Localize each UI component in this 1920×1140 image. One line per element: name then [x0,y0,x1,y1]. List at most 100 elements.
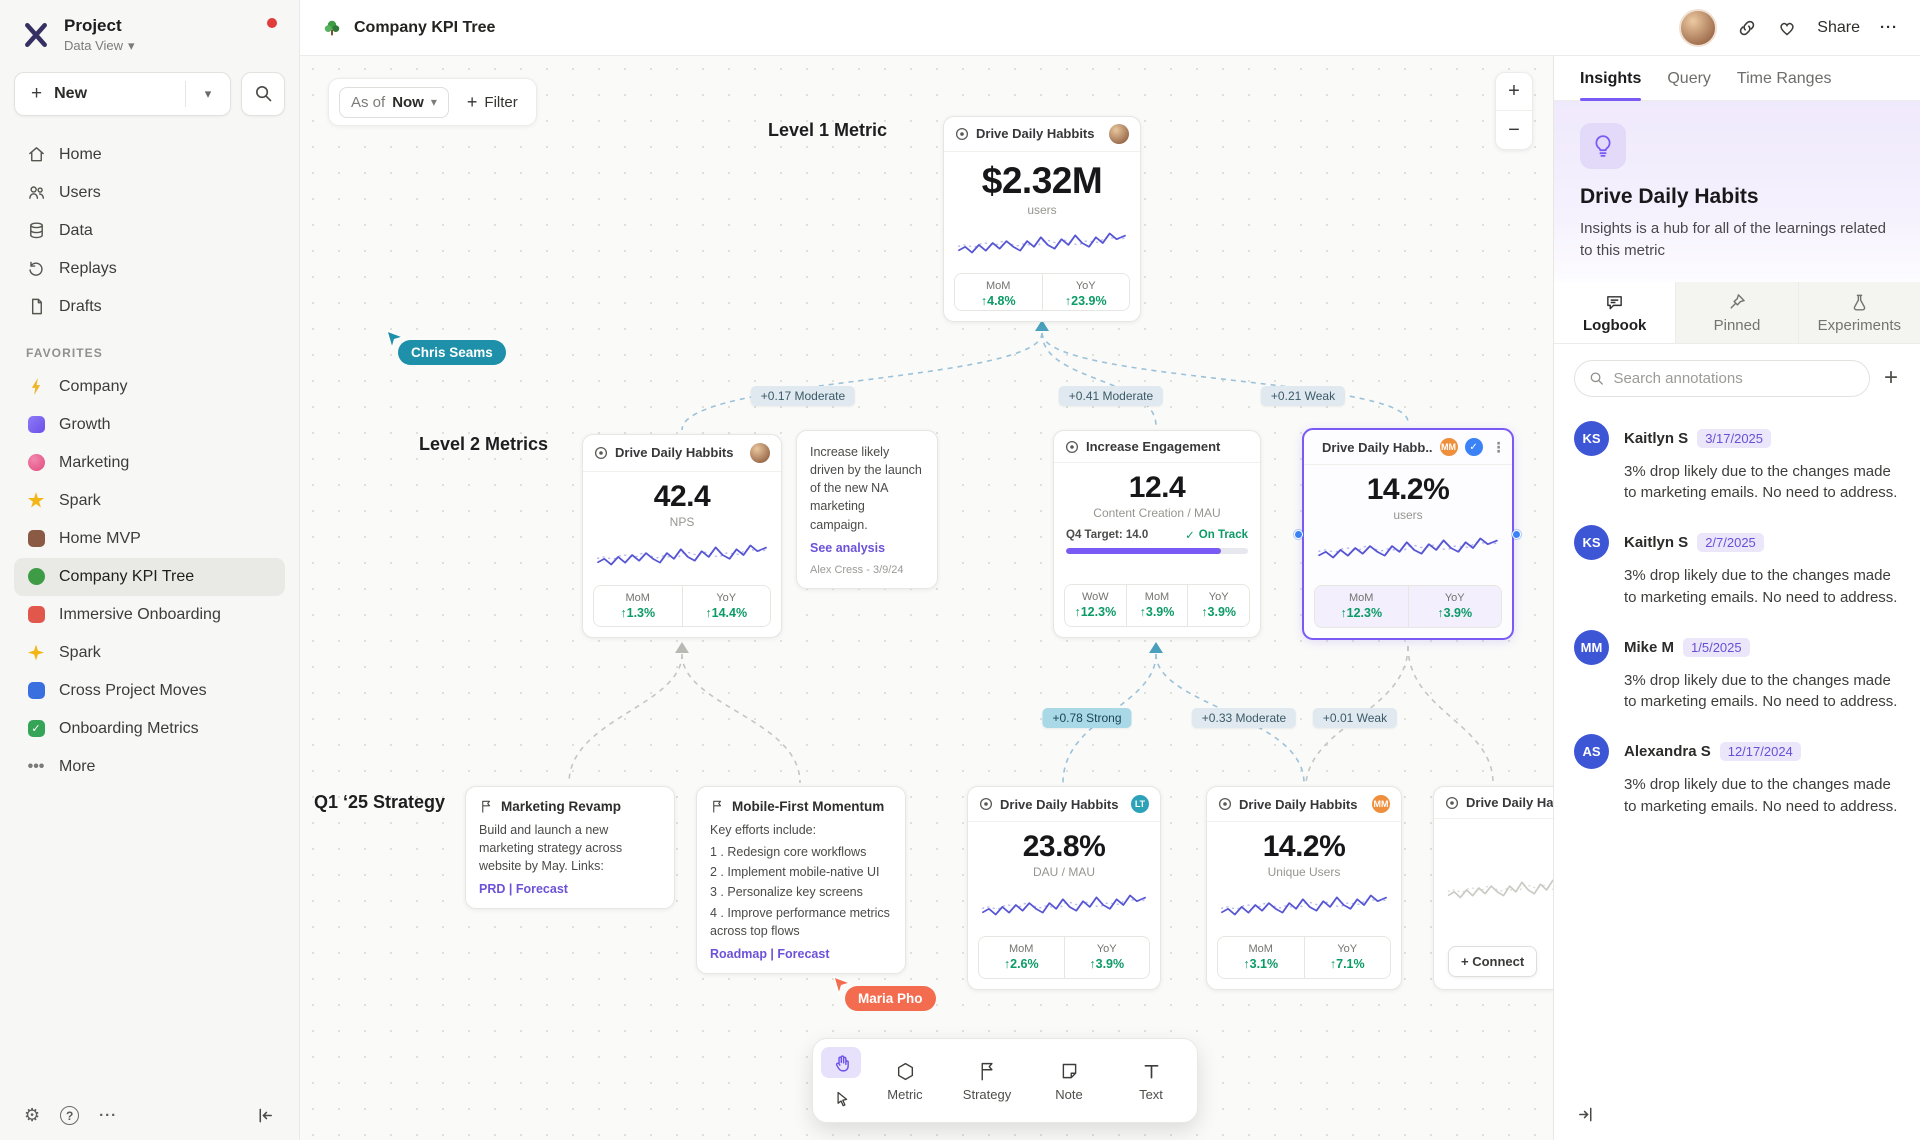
overflow-menu-icon[interactable]: ··· [99,1107,118,1124]
project-switcher[interactable]: Project Data View ▾ [18,16,281,54]
sidebar-item-immersive-onboarding[interactable]: Immersive Onboarding [14,596,285,634]
connect-button[interactable]: + Connect [1448,946,1538,977]
fav-label: Spark [59,643,101,661]
new-dropdown-button[interactable]: ▾ [186,73,230,115]
filter-button[interactable]: + Filter [459,92,526,113]
annotation-item[interactable]: KS Kaitlyn S 3/17/2025 3% drop likely du… [1574,411,1900,516]
select-tool-button[interactable] [821,1083,861,1114]
subtab-logbook[interactable]: Logbook [1554,281,1676,343]
sidebar-item-marketing[interactable]: Marketing [14,444,285,482]
sidebar-item-onboarding-metrics[interactable]: ✓ Onboarding Metrics [14,710,285,748]
link-icon[interactable] [1737,18,1757,38]
edge-label: +0.78 Strong [1042,708,1132,728]
note-tool-button[interactable]: Note [1031,1047,1107,1114]
sidebar-item-drafts[interactable]: Drafts [14,288,285,326]
user-avatar[interactable] [1679,8,1718,47]
zoom-in-button[interactable]: + [1496,73,1532,111]
collapse-panel-icon[interactable] [1576,1105,1595,1124]
database-icon [26,221,46,241]
tab-query[interactable]: Query [1667,70,1711,87]
sidebar-item-growth[interactable]: Growth [14,406,285,444]
annotation-item[interactable]: MM Mike M 1/5/2025 3% drop likely due to… [1574,620,1900,725]
strategy-tool-button[interactable]: Strategy [949,1047,1025,1114]
strategy-card-mobile-first-momentum[interactable]: Mobile-First Momentum Key efforts includ… [696,786,906,974]
insights-subtabs: Logbook Pinned Experiments [1554,281,1920,344]
cursor-arrow-icon [833,975,853,997]
selection-handle[interactable] [1512,530,1521,539]
tool-label: Text [1139,1087,1163,1102]
sidebar-item-home-mvp[interactable]: Home MVP [14,520,285,558]
tab-insights[interactable]: Insights [1580,56,1642,101]
metric-unit: Content Creation / MAU [1093,506,1221,520]
hand-tool-button[interactable] [821,1047,861,1078]
sidebar-item-data[interactable]: Data [14,212,285,250]
zoom-out-button[interactable]: − [1496,111,1532,149]
annotation-search[interactable] [1574,359,1870,397]
subtab-pinned[interactable]: Pinned [1675,281,1797,343]
metric-value: 42.4 [653,479,711,513]
share-button[interactable]: Share [1817,18,1860,36]
strategy-card-marketing-revamp[interactable]: Marketing Revamp Build and launch a new … [465,786,675,910]
note-card-marketing-campaign[interactable]: Increase likely driven by the launch of … [796,430,938,589]
annotation-date: 2/7/2025 [1697,533,1764,552]
avatar: KS [1574,525,1609,560]
more-actions-icon[interactable]: ··· [1880,19,1898,36]
data-view-selector[interactable]: Data View ▾ [64,38,135,54]
card-title: Mobile-First Momentum [732,799,885,814]
metric-unit: users [1393,508,1423,522]
search-button[interactable] [241,71,285,116]
selection-handle[interactable] [1294,530,1303,539]
delta-value: ↑3.9% [1139,605,1175,619]
delta-value: ↑23.9% [1064,293,1107,308]
sidebar-item-home[interactable]: Home [14,136,285,174]
sparkline-chart [1317,537,1499,559]
favorite-heart-icon[interactable] [1777,18,1797,38]
canvas-toolbar: Metric Strategy Note Text [812,1038,1198,1123]
metric-card-drive-daily-habits-dau-mau[interactable]: Drive Daily Habbits LT 23.8% DAU / MAU M… [967,786,1161,990]
metric-card-increase-engagement[interactable]: Increase Engagement 12.4 Content Creatio… [1053,430,1261,638]
app-logo [18,17,54,53]
sidebar-item-replays[interactable]: Replays [14,250,285,288]
search-annotations-input[interactable] [1613,369,1855,387]
sidebar-item-company-kpi-tree[interactable]: Company KPI Tree [14,557,285,596]
metric-tool-button[interactable]: Metric [867,1047,943,1114]
kpi-canvas[interactable]: As of Now ▾ + Filter + − Level 1 Metric … [300,56,1553,1140]
delta-value: ↑7.1% [1329,957,1365,971]
strategy-links[interactable]: PRD | Forecast [479,882,568,897]
sidebar-item-spark-2[interactable]: Spark [14,634,285,672]
annotation-item[interactable]: AS Alexandra S 12/17/2024 3% drop likely… [1574,724,1900,829]
subtab-experiments[interactable]: Experiments [1797,281,1920,343]
annotation-item[interactable]: KS Kaitlyn S 2/7/2025 3% drop likely due… [1574,515,1900,620]
metric-card-drive-daily-habits-selected[interactable]: Drive Daily Habb.. MM ✓ ⋮ 14.2% users Mo… [1302,428,1514,640]
metric-card-drive-daily-habits-unique-users[interactable]: Drive Daily Habbits MM 14.2% Unique User… [1206,786,1402,990]
nav-label: Users [59,183,101,201]
help-icon[interactable]: ? [60,1106,80,1125]
sidebar-item-company[interactable]: Company [14,368,285,406]
metric-card-drive-daily-habits-nps[interactable]: Drive Daily Habbits 42.4 NPS MoM ↑1.3% Yo… [582,434,782,638]
annotation-text: 3% drop likely due to the changes made t… [1624,671,1898,711]
delta-label: WoW [1081,591,1109,603]
tab-time-ranges[interactable]: Time Ranges [1736,70,1832,87]
metric-card-drive-daily-habits-l1[interactable]: Drive Daily Habbits $2.32M users MoM ↑4.8… [943,116,1141,322]
card-title: Drive Daily Habbits [615,445,734,461]
collapse-sidebar-icon[interactable] [256,1106,275,1125]
add-annotation-button[interactable]: + [1883,364,1898,391]
sidebar-item-more[interactable]: ••• More [14,748,285,786]
as-of-selector[interactable]: As of Now ▾ [339,86,449,118]
new-button[interactable]: + New ▾ [14,71,231,116]
card-menu-icon[interactable]: ⋮ [1491,438,1506,455]
metric-card-drive-daily-habits-partial[interactable]: Drive Daily Hab... + Connect [1433,786,1553,990]
metric-unit: DAU / MAU [1032,865,1095,879]
metric-value: 14.2% [1366,473,1450,506]
sidebar-item-spark[interactable]: Spark [14,482,285,520]
new-button-label: New [54,84,88,102]
strategy-links[interactable]: Roadmap | Forecast [710,946,830,961]
sidebar-item-users[interactable]: Users [14,174,285,212]
sidebar-item-cross-project-moves[interactable]: Cross Project Moves [14,672,285,710]
see-analysis-link[interactable]: See analysis [810,540,886,555]
page-title: Company KPI Tree [354,18,496,36]
text-tool-button[interactable]: Text [1113,1047,1189,1114]
gear-icon[interactable]: ⚙ [24,1105,41,1125]
connection-lines [568,320,1494,784]
search-icon [255,86,271,102]
